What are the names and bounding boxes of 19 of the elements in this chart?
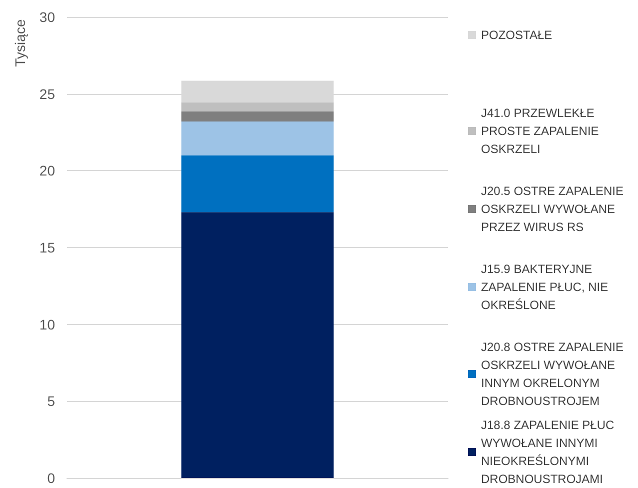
legend-label: J20.8 OSTRE ZAPALENIE OSKRZELI WYWOŁANE INNYM OKRELONYM DROBNOUSTROJEM <box>481 340 627 408</box>
y-axis-title: Tysiące <box>12 19 28 67</box>
y-tick-label: 0 <box>47 470 56 486</box>
y-tick-label: 25 <box>39 86 56 102</box>
bar <box>181 112 334 122</box>
y-tick-label: 15 <box>39 240 56 256</box>
y-tick-label: 5 <box>47 393 56 410</box>
legend-label: J18.8 ZAPALENIE PŁUC WYWOŁANE INNYMI NIEOKREŚLONYMI DROBNOUSTROJAMI <box>481 418 618 486</box>
legend-label: J20.5 OSTRE ZAPALENIE OSKRZELI WYWOŁANE PRZEZ WIRUS RS <box>481 184 627 234</box>
legend-label: J41.0 PRZEWLEKŁE PROSTE ZAPALENIE OSKRZELI <box>481 106 602 156</box>
y-tick-label: 20 <box>39 162 56 179</box>
bar <box>181 121 334 156</box>
y-tick-label: 30 <box>39 9 56 25</box>
bar <box>181 155 334 212</box>
legend-label: POZOSTAŁE <box>481 28 552 42</box>
bar <box>181 102 334 112</box>
y-tick-label: 10 <box>39 316 56 332</box>
legend-label: J15.9 BAKTERYJNE ZAPALENIE PŁUC, NIE OKREŚLONE <box>481 262 612 312</box>
bar <box>181 212 334 478</box>
